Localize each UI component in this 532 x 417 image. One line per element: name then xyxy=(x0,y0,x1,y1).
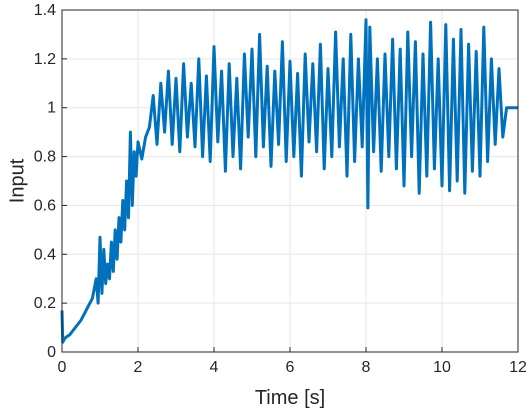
y-tick-label: 0.2 xyxy=(34,295,56,312)
x-tick-label: 2 xyxy=(134,359,143,376)
x-tick-label: 12 xyxy=(509,359,527,376)
y-axis: 0 0.2 0.4 0.6 0.8 1 1.2 1.4 xyxy=(34,2,67,361)
y-tick-label: 1.2 xyxy=(34,51,56,68)
series-layer xyxy=(60,18,518,344)
y-tick-label: 1.4 xyxy=(34,2,56,19)
x-tick-label: 0 xyxy=(58,359,67,376)
y-tick-label: 0.6 xyxy=(34,197,56,214)
x-tick-label: 8 xyxy=(362,359,371,376)
x-axis-label: Time [s] xyxy=(255,387,325,409)
x-tick-label: 4 xyxy=(210,359,219,376)
x-tick-label: 6 xyxy=(286,359,295,376)
y-tick-label: 0.4 xyxy=(34,246,56,263)
y-axis-label: Input xyxy=(6,158,28,203)
y-tick-label: 0.8 xyxy=(34,149,56,166)
series-line-0 xyxy=(60,18,518,344)
y-tick-label: 0 xyxy=(47,344,56,361)
x-axis: 0 2 4 6 8 10 12 xyxy=(58,347,527,376)
y-tick-label: 1 xyxy=(47,100,56,117)
x-tick-label: 10 xyxy=(433,359,451,376)
